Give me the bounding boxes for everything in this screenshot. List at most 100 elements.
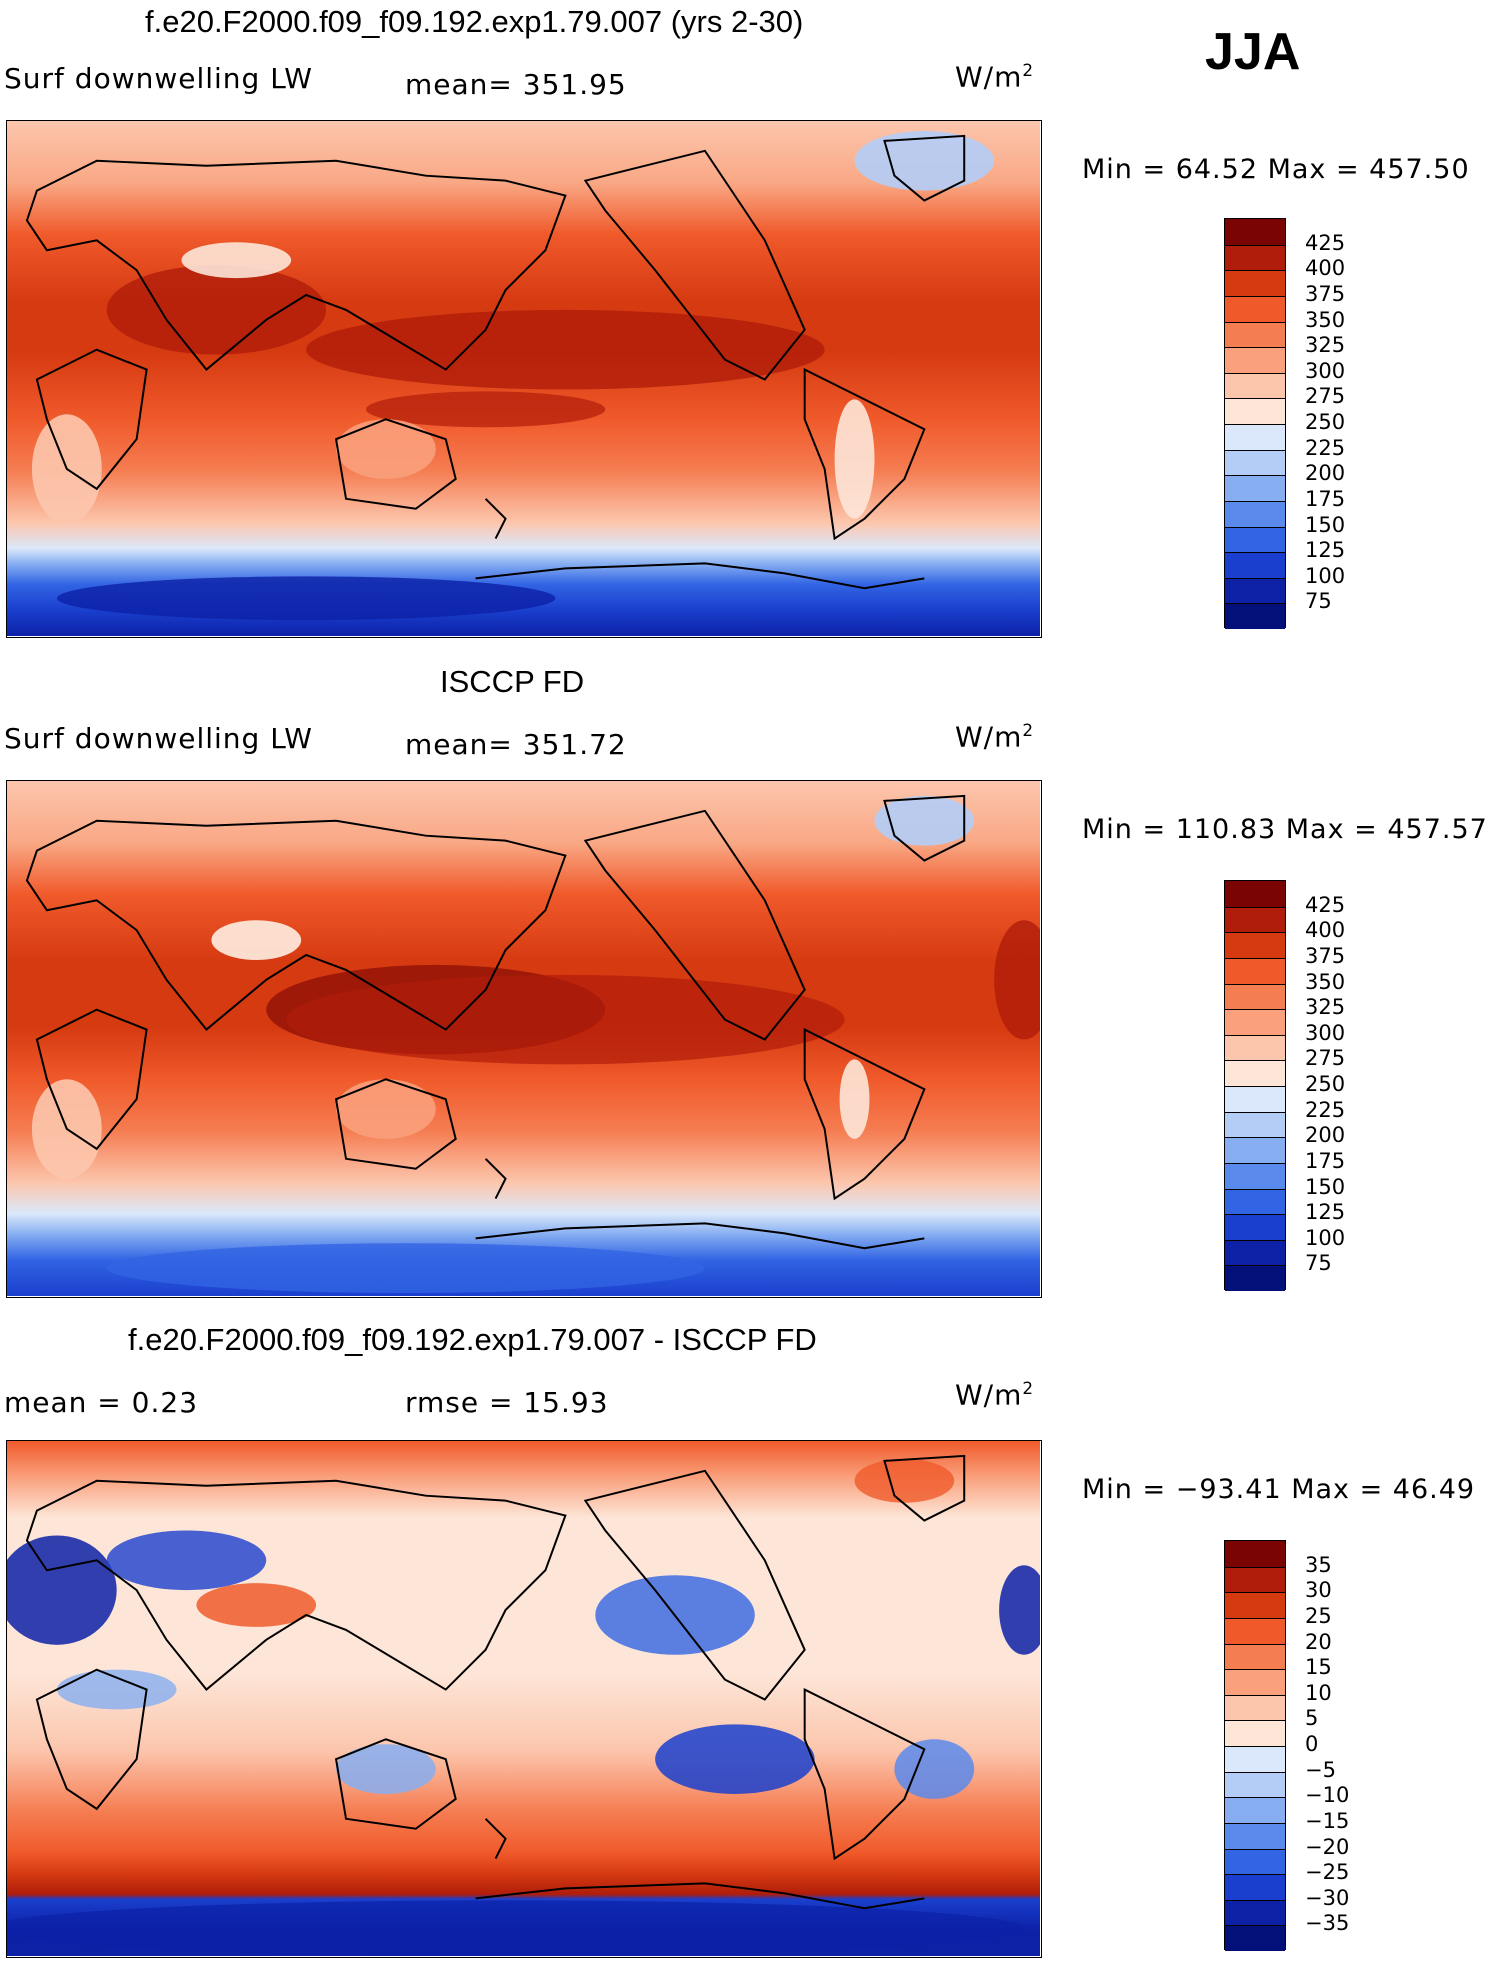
- colorbar2-tick-label: 375: [1305, 943, 1346, 968]
- colorbar-1: [1224, 218, 1286, 629]
- colorbar1-swatch: [1225, 347, 1285, 373]
- colorbar2-tick-label: 150: [1305, 1174, 1346, 1199]
- colorbar2-tick-label: 125: [1305, 1200, 1346, 1225]
- colorbar2-tick-label: 325: [1305, 995, 1346, 1020]
- colorbar3-swatch: [1225, 1746, 1285, 1772]
- colorbar3-tick-label: −30: [1305, 1885, 1350, 1910]
- colorbar3-swatch: [1225, 1669, 1285, 1695]
- colorbar-3: [1224, 1540, 1286, 1951]
- colorbar3-swatch: [1225, 1822, 1285, 1849]
- colorbar2-swatch: [1225, 983, 1285, 1010]
- colorbar1-swatch: [1225, 603, 1285, 629]
- panel3-coastlines: [25, 1454, 966, 1910]
- colorbar2-swatch: [1225, 932, 1285, 958]
- panel2-minmax: Min = 110.83 Max = 457.57: [1082, 814, 1488, 845]
- colorbar-2: [1224, 880, 1286, 1291]
- colorbar3-swatch: [1225, 1694, 1285, 1721]
- colorbar1-swatch: [1225, 449, 1285, 476]
- colorbar2-swatch: [1225, 957, 1285, 984]
- colorbar1-swatch: [1225, 577, 1285, 604]
- colorbar1-tick-label: 75: [1305, 589, 1332, 614]
- colorbar1-tick-label: 425: [1305, 230, 1346, 255]
- colorbar1-swatch: [1225, 270, 1285, 296]
- colorbar1-tick-label: 350: [1305, 307, 1346, 332]
- colorbar3-swatch: [1225, 1720, 1285, 1746]
- panel1-units: W/m2: [955, 60, 1035, 94]
- colorbar1-tick-label: 400: [1305, 256, 1346, 281]
- colorbar2-swatch: [1225, 906, 1285, 933]
- colorbar1-tick-label: 275: [1305, 384, 1346, 409]
- colorbar1-swatch: [1225, 295, 1285, 322]
- panel2-variable: Surf downwelling LW: [4, 722, 313, 755]
- colorbar1-tick-label: 150: [1305, 512, 1346, 537]
- colorbar3-tick-label: −25: [1305, 1860, 1350, 1885]
- panel1-title: f.e20.F2000.f09_f09.192.exp1.79.007 (yrs…: [145, 4, 804, 39]
- colorbar3-tick-label: 10: [1305, 1680, 1332, 1705]
- colorbar1-swatch: [1225, 552, 1285, 578]
- colorbar2-tick-label: 250: [1305, 1072, 1346, 1096]
- colorbar1-swatch: [1225, 526, 1285, 553]
- colorbar2-tick-label: 350: [1305, 969, 1346, 994]
- colorbar1-swatch: [1225, 244, 1285, 271]
- colorbar3-tick-label: −10: [1305, 1783, 1350, 1808]
- colorbar3-swatch: [1225, 1899, 1285, 1926]
- panel1-coastlines: [25, 134, 966, 590]
- colorbar2-swatch: [1225, 1265, 1285, 1291]
- panel2-units: W/m2: [955, 720, 1035, 754]
- colorbar2-tick-label: 400: [1305, 918, 1346, 943]
- colorbar2-swatch: [1225, 1086, 1285, 1112]
- colorbar2-swatch: [1225, 1239, 1285, 1266]
- colorbar1-tick-label: 375: [1305, 281, 1346, 306]
- colorbar1-swatch: [1225, 321, 1285, 348]
- colorbar3-swatch: [1225, 1643, 1285, 1670]
- colorbar3-swatch: [1225, 1874, 1285, 1900]
- colorbar3-swatch: [1225, 1771, 1285, 1798]
- colorbar2-swatch: [1225, 1111, 1285, 1138]
- colorbar3-tick-label: 5: [1305, 1706, 1319, 1731]
- colorbar3-tick-label: 0: [1305, 1732, 1319, 1756]
- colorbar3-swatch: [1225, 1617, 1285, 1644]
- colorbar3-tick-label: 15: [1305, 1655, 1332, 1680]
- panel1-mean: mean= 351.95: [405, 68, 627, 101]
- season-label: JJA: [1205, 23, 1301, 81]
- colorbar1-swatch: [1225, 219, 1285, 245]
- panel1-map: [6, 120, 1042, 638]
- panel3-minmax: Min = −93.41 Max = 46.49: [1082, 1474, 1476, 1505]
- panel3-map: [6, 1440, 1042, 1958]
- panel1-variable: Surf downwelling LW: [4, 62, 313, 95]
- panel3-title: f.e20.F2000.f09_f09.192.exp1.79.007 - IS…: [128, 1322, 817, 1357]
- panel3-rmse: rmse = 15.93: [405, 1386, 609, 1419]
- colorbar2-swatch: [1225, 1060, 1285, 1086]
- colorbar2-tick-label: 225: [1305, 1097, 1346, 1122]
- panel2-coastlines: [25, 794, 966, 1250]
- colorbar3-tick-label: −5: [1305, 1757, 1336, 1782]
- panel3-map-svg: [7, 1441, 1040, 1956]
- colorbar3-tick-label: 25: [1305, 1603, 1332, 1628]
- panel2-title: ISCCP FD: [440, 664, 585, 699]
- colorbar1-tick-label: 225: [1305, 435, 1346, 460]
- colorbar1-swatch: [1225, 475, 1285, 501]
- panel1-minmax: Min = 64.52 Max = 457.50: [1082, 154, 1470, 185]
- colorbar2-tick-label: 300: [1305, 1020, 1346, 1045]
- panel3-units: W/m2: [955, 1378, 1035, 1412]
- colorbar1-tick-label: 125: [1305, 538, 1346, 563]
- panel3-mean: mean = 0.23: [4, 1386, 199, 1419]
- colorbar1-tick-label: 250: [1305, 410, 1346, 434]
- colorbar1-tick-label: 200: [1305, 461, 1346, 486]
- colorbar2-tick-label: 175: [1305, 1148, 1346, 1173]
- colorbar3-tick-label: −20: [1305, 1834, 1350, 1859]
- colorbar2-swatch: [1225, 881, 1285, 907]
- panel2-mean: mean= 351.72: [405, 728, 627, 761]
- colorbar3-tick-label: 30: [1305, 1578, 1332, 1603]
- colorbar2-swatch: [1225, 1034, 1285, 1061]
- colorbar2-swatch: [1225, 1188, 1285, 1215]
- colorbar2-swatch: [1225, 1137, 1285, 1163]
- colorbar1-swatch: [1225, 398, 1285, 424]
- colorbar2-tick-label: 425: [1305, 892, 1346, 917]
- panel2-map: [6, 780, 1042, 1298]
- colorbar3-swatch: [1225, 1925, 1285, 1951]
- colorbar3-tick-label: −15: [1305, 1808, 1350, 1833]
- colorbar2-swatch: [1225, 1214, 1285, 1240]
- colorbar2-tick-label: 200: [1305, 1123, 1346, 1148]
- colorbar1-swatch: [1225, 424, 1285, 450]
